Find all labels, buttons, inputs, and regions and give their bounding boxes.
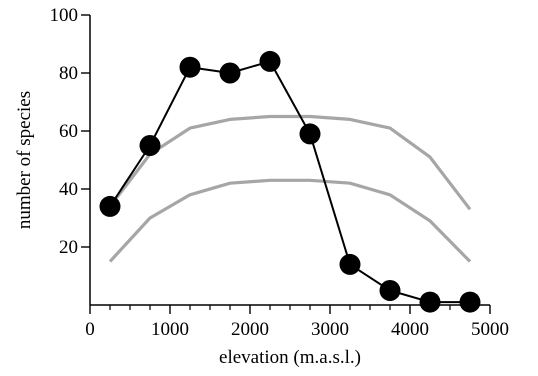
x-tick-label: 4000 [391,319,429,340]
x-tick-label: 5000 [471,319,509,340]
data-point [459,291,481,313]
axes [89,15,490,306]
expected-series-line [108,178,472,263]
x-axis-title: elevation (m.a.s.l.) [219,347,361,368]
y-tick-label: 20 [59,237,78,258]
data-point [379,280,401,301]
data-point [339,253,361,275]
y-tick-label: 60 [59,121,78,142]
data-point [419,291,441,313]
data-point [139,135,161,156]
y-tick-label: 100 [50,5,79,26]
expected-series-line [108,114,472,211]
x-tick-label: 3000 [311,319,349,340]
x-tick-label: 0 [85,319,95,340]
data-point [99,195,121,217]
ticks: 0 1000 2000 3000 4000 5000 20 40 60 80 100 [50,5,510,340]
y-tick-label: 80 [59,63,78,84]
data-point [179,56,201,78]
series-lines [108,60,472,304]
data-point [219,62,241,84]
x-tick-label: 2000 [231,319,269,340]
series-markers [99,50,481,313]
observed-series-line [109,60,470,304]
y-tick-label: 40 [59,179,78,200]
data-point [259,50,281,72]
data-point [299,123,321,145]
x-tick-label: 1000 [151,319,189,340]
y-axis-title: number of species [14,91,35,229]
